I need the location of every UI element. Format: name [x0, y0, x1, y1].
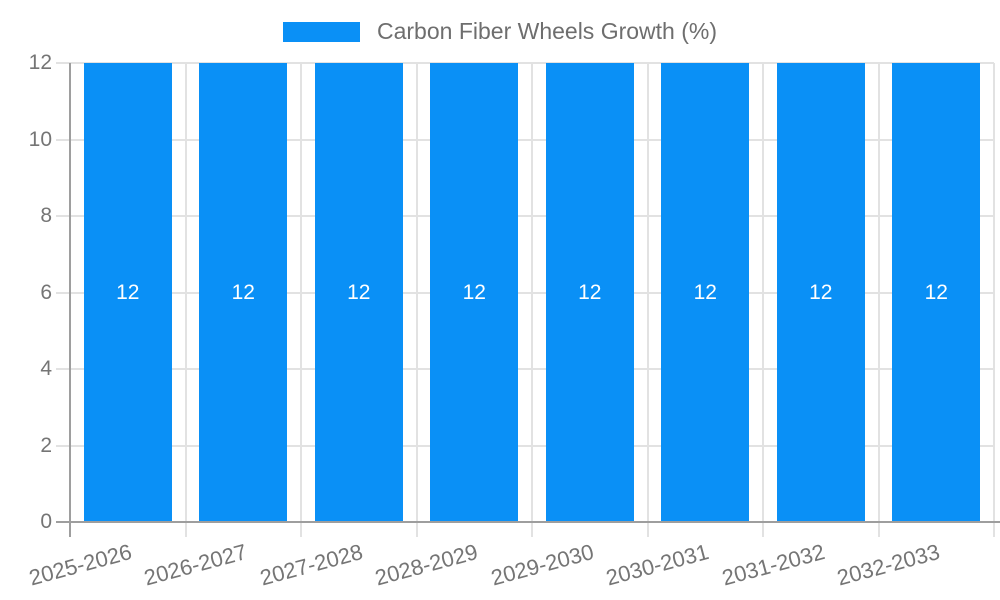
y-tick-mark: [56, 368, 70, 370]
x-tick-label: 2032-2033: [834, 539, 943, 591]
y-tick-mark: [56, 138, 70, 141]
y-tick-label: 8: [40, 204, 52, 227]
y-tick-mark: [56, 62, 70, 64]
bar-value-label: 12: [231, 280, 255, 304]
y-tick-mark: [56, 444, 70, 447]
x-tick-label: 2031-2032: [718, 539, 827, 591]
bar: [776, 63, 865, 522]
bar: [892, 63, 981, 522]
bar-value-label: 12: [116, 280, 140, 304]
x-gridline: [415, 63, 418, 537]
bar-value-label: 12: [809, 280, 833, 304]
y-tick-label: 10: [28, 127, 52, 151]
bar-value-label: 12: [347, 280, 371, 304]
x-tick-label: 2030-2031: [603, 539, 712, 591]
y-tick-mark: [56, 215, 70, 217]
x-gridline: [184, 63, 187, 537]
y-tick-label: 0: [40, 510, 52, 533]
x-gridline: [877, 63, 880, 537]
x-gridline: [300, 63, 302, 537]
bar: [314, 63, 403, 522]
bar-value-label: 12: [693, 280, 717, 304]
x-tick-label: 2029-2030: [487, 539, 596, 591]
x-tick-label: 2025-2026: [25, 539, 134, 591]
x-gridline: [993, 63, 995, 537]
bar: [430, 63, 519, 522]
x-axis-line: [56, 521, 1000, 523]
x-gridline: [646, 63, 649, 537]
bar: [83, 63, 172, 522]
y-tick-label: 2: [40, 433, 52, 457]
legend-label: Carbon Fiber Wheels Growth (%): [377, 18, 717, 44]
bar-value-label: 12: [578, 280, 602, 304]
y-tick-label: 4: [40, 357, 52, 380]
x-gridline: [762, 63, 764, 537]
x-tick-label: 2026-2027: [141, 539, 250, 591]
bar: [661, 63, 750, 522]
bar-value-label: 12: [462, 280, 486, 304]
x-gridline: [531, 63, 533, 537]
y-tick-label: 12: [28, 51, 52, 74]
y-tick-label: 6: [40, 280, 52, 304]
bar: [545, 63, 634, 522]
legend-swatch-icon: [283, 21, 360, 42]
bar-value-label: 12: [924, 280, 948, 304]
bar: [199, 63, 288, 522]
y-axis-line: [69, 63, 71, 537]
x-tick-label: 2027-2028: [256, 539, 365, 591]
y-tick-mark: [56, 291, 70, 294]
x-tick-label: 2028-2029: [372, 539, 481, 591]
chart-legend[interactable]: Carbon Fiber Wheels Growth (%): [0, 18, 1000, 45]
